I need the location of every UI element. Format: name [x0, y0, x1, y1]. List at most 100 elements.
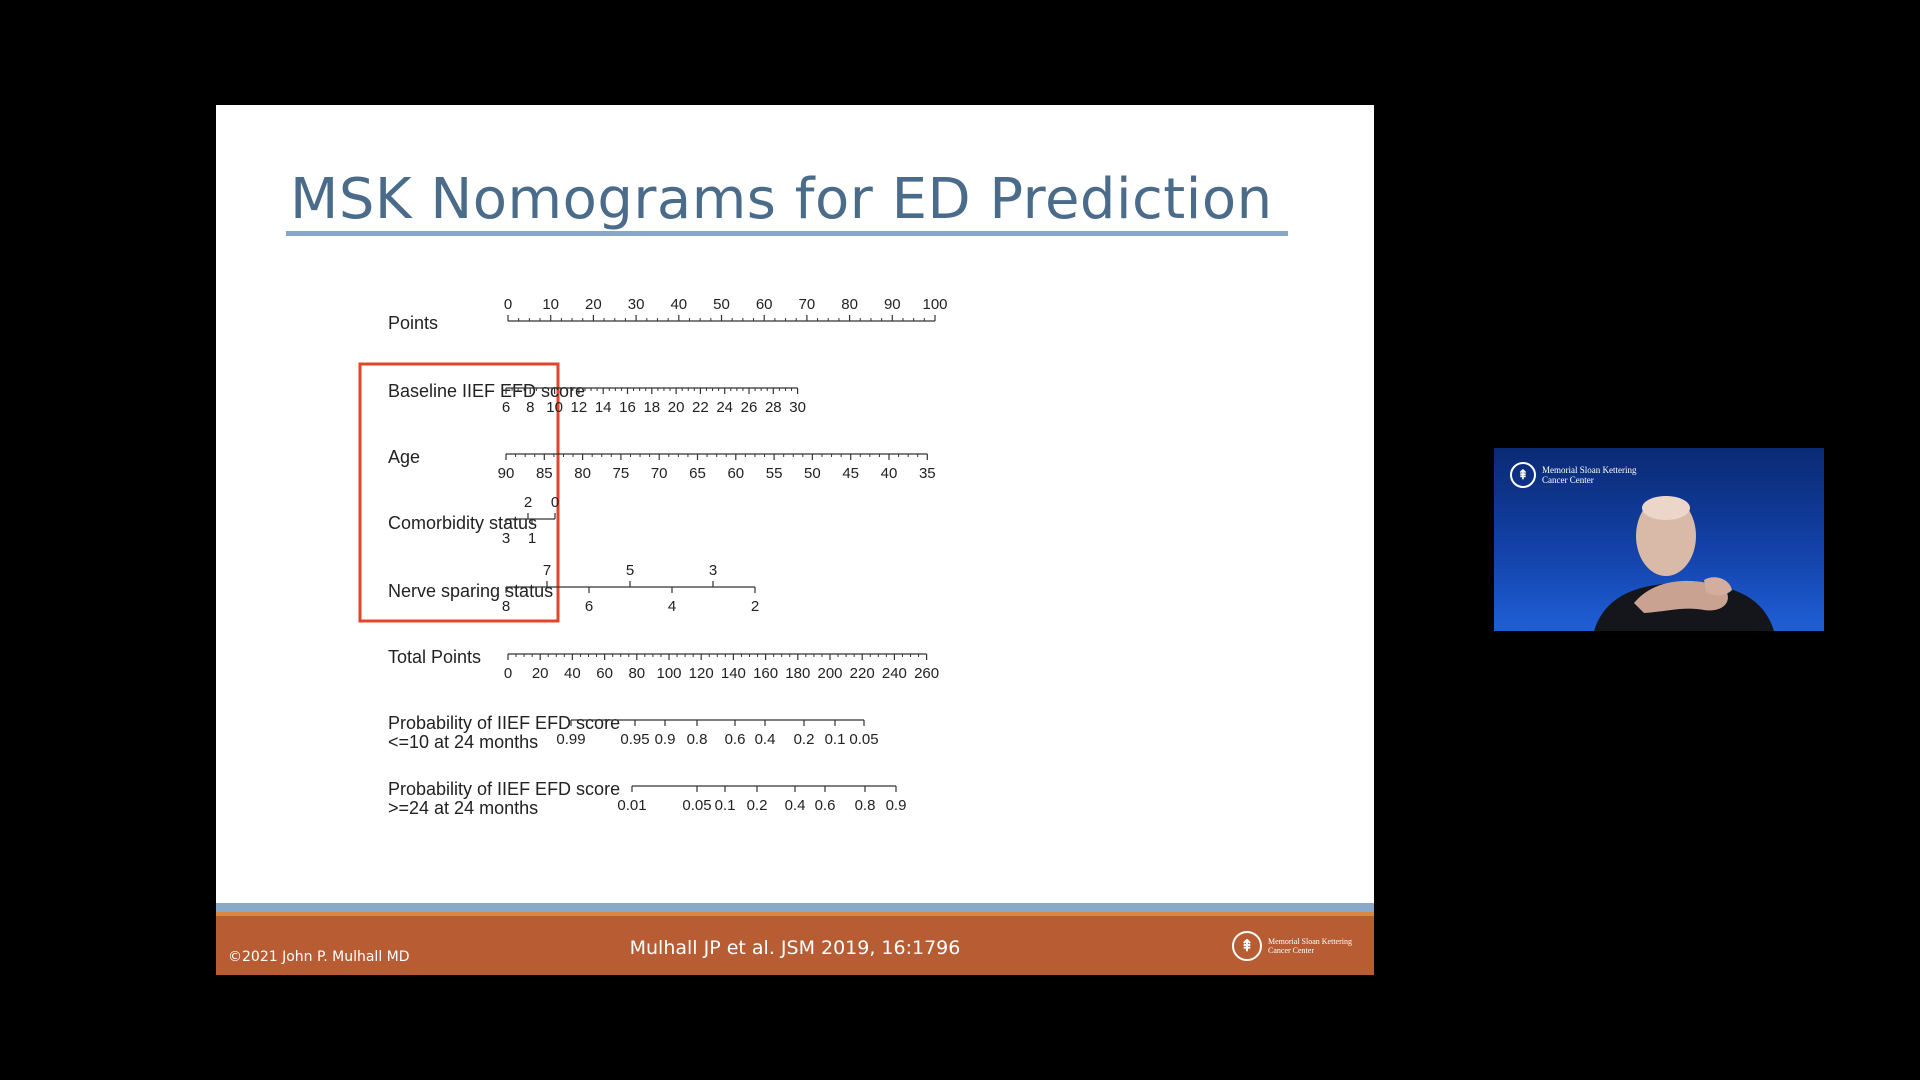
- tick-label-below: 8: [526, 399, 534, 416]
- tick-label-below: 100: [656, 665, 681, 682]
- tick-label-below: 3: [502, 530, 510, 547]
- row-label-prob-ge24-line2: >=24 at 24 months: [388, 798, 538, 818]
- footer-logo-text: Memorial Sloan Kettering Cancer Center: [1268, 937, 1352, 955]
- tick-label-below: 0.9: [655, 731, 676, 748]
- presenter-video: [1594, 496, 1774, 631]
- tick-label-below: 40: [564, 665, 581, 682]
- tick-label-above: 30: [628, 296, 645, 313]
- tick-label-below: 45: [842, 465, 859, 482]
- tick-label-below: 0: [504, 665, 512, 682]
- tick-label-below: 0.1: [715, 797, 736, 814]
- tick-label-below: 220: [850, 665, 875, 682]
- tick-label-below: 60: [727, 465, 744, 482]
- tick-label-below: 28: [765, 399, 782, 416]
- tick-label-below: 80: [574, 465, 591, 482]
- tick-label-above: 10: [542, 296, 559, 313]
- tick-label-above: 20: [585, 296, 602, 313]
- tick-label-below: 30: [789, 399, 806, 416]
- tick-label-below: 20: [532, 665, 549, 682]
- video-background-logo: ⇞ Memorial Sloan Kettering Cancer Center: [1510, 462, 1652, 488]
- tick-label-above: 100: [922, 296, 947, 313]
- slide-title: MSK Nomograms for ED Prediction: [290, 167, 1273, 232]
- tick-label-below: 260: [914, 665, 939, 682]
- tick-label-below: 6: [502, 399, 510, 416]
- tick-label-below: 14: [595, 399, 612, 416]
- tick-label-below: 75: [613, 465, 630, 482]
- tick-label-below: 0.99: [556, 731, 585, 748]
- tick-label-below: 0.8: [687, 731, 708, 748]
- tick-label-below: 180: [785, 665, 810, 682]
- tick-label-below: 0.4: [785, 797, 806, 814]
- tick-label-below: 140: [721, 665, 746, 682]
- tick-label-below: 35: [919, 465, 936, 482]
- tick-label-below: 0.01: [617, 797, 646, 814]
- tick-label-below: 200: [817, 665, 842, 682]
- tick-label-below: 16: [619, 399, 636, 416]
- tick-label-below: 0.4: [755, 731, 776, 748]
- tick-label-below: 18: [643, 399, 660, 416]
- tick-label-below: 6: [585, 598, 593, 615]
- footer-logo: ⇞ Memorial Sloan Kettering Cancer Center: [1232, 931, 1358, 961]
- tick-label-below: 4: [668, 598, 676, 615]
- footer-stripe-accent: [216, 912, 1374, 916]
- tick-label-above: 70: [799, 296, 816, 313]
- tick-label-below: 24: [716, 399, 733, 416]
- tick-label-below: 26: [741, 399, 758, 416]
- tick-label-below: 0.1: [825, 731, 846, 748]
- tick-label-below: 65: [689, 465, 706, 482]
- row-label-total-points: Total Points: [388, 647, 481, 667]
- tick-label-below: 0.05: [849, 731, 878, 748]
- msk-logo-icon: ⇞: [1510, 462, 1536, 488]
- row-label-nerve-sparing: Nerve sparing status: [388, 581, 553, 601]
- tick-label-below: 22: [692, 399, 709, 416]
- nomogram-chart: Points Baseline IIEF EFD score Age Comor…: [358, 296, 948, 818]
- row-label-prob-ge24-line1: Probability of IIEF EFD score: [388, 779, 620, 799]
- row-label-points: Points: [388, 313, 438, 333]
- tick-label-above: 0: [504, 296, 512, 313]
- tick-label-above: 80: [841, 296, 858, 313]
- tick-label-below: 0.05: [682, 797, 711, 814]
- presentation-slide: MSK Nomograms for ED Prediction Points B…: [216, 105, 1374, 975]
- tick-label-above: 7: [543, 562, 551, 579]
- tick-label-below: 120: [689, 665, 714, 682]
- tick-label-above: 5: [626, 562, 634, 579]
- tick-label-below: 60: [596, 665, 613, 682]
- tick-label-below: 10: [546, 399, 563, 416]
- tick-label-below: 0.2: [747, 797, 768, 814]
- tick-label-below: 70: [651, 465, 668, 482]
- tick-label-below: 8: [502, 598, 510, 615]
- title-underline: [286, 231, 1288, 236]
- copyright-text: ©2021 John P. Mulhall MD: [228, 949, 410, 965]
- tick-label-below: 1: [528, 530, 536, 547]
- tick-label-below: 40: [881, 465, 898, 482]
- tick-label-below: 0.6: [725, 731, 746, 748]
- row-label-prob-le10-line2: <=10 at 24 months: [388, 732, 538, 752]
- tick-label-above: 50: [713, 296, 730, 313]
- tick-label-below: 55: [766, 465, 783, 482]
- row-label-baseline-iief: Baseline IIEF EFD score: [388, 381, 585, 401]
- predictor-highlight-box: [358, 362, 560, 623]
- citation-text: Mulhall JP et al. JSM 2019, 16:1796: [629, 937, 961, 959]
- tick-label-below: 90: [498, 465, 515, 482]
- tick-label-above: 90: [884, 296, 901, 313]
- tick-label-below: 85: [536, 465, 553, 482]
- tick-label-below: 20: [668, 399, 685, 416]
- footer-stripe: [216, 903, 1374, 912]
- tick-label-below: 2: [751, 598, 759, 615]
- participant-video-tile[interactable]: ⇞ Memorial Sloan Kettering Cancer Center: [1494, 448, 1824, 631]
- tick-label-below: 0.95: [620, 731, 649, 748]
- row-label-age: Age: [388, 447, 420, 467]
- tick-label-below: 0.2: [794, 731, 815, 748]
- row-label-prob-le10-line1: Probability of IIEF EFD score: [388, 713, 620, 733]
- row-label-comorbidity: Comorbidity status: [388, 513, 537, 533]
- tick-label-above: 3: [709, 562, 717, 579]
- tick-label-below: 240: [882, 665, 907, 682]
- tick-label-above: 60: [756, 296, 773, 313]
- tick-label-below: 12: [571, 399, 588, 416]
- video-logo-text: Memorial Sloan Kettering Cancer Center: [1542, 465, 1637, 485]
- tick-label-above: 0: [551, 494, 559, 511]
- tick-label-above: 2: [524, 494, 532, 511]
- tick-label-below: 50: [804, 465, 821, 482]
- tick-label-below: 80: [628, 665, 645, 682]
